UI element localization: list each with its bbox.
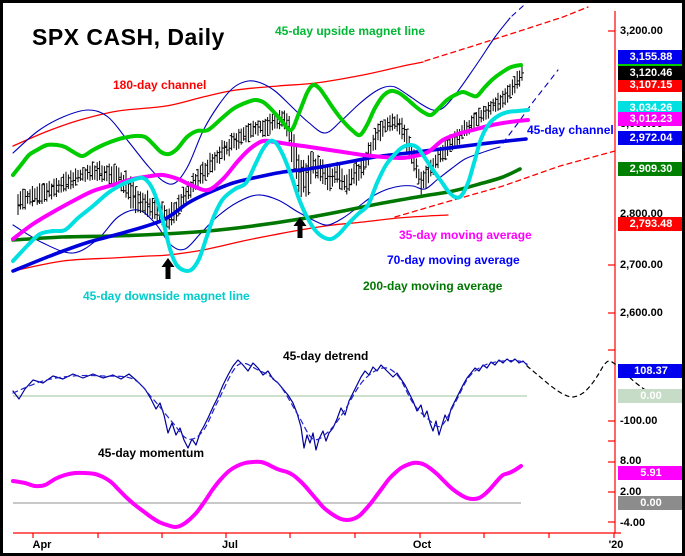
value-badge: 3,120.46 — [618, 66, 682, 80]
month-label: Apr — [32, 539, 52, 551]
downside-magnet-label: 45-day downside magnet line — [83, 289, 250, 303]
up-arrow — [293, 217, 307, 238]
channel-45-label: 45-day channel — [527, 123, 614, 137]
value-badge: 0.00 — [618, 496, 682, 510]
axis-label: -4.00 — [620, 517, 646, 529]
180-day-channel-lower-projected-line — [394, 150, 616, 218]
candlesticks — [17, 63, 524, 230]
channel-180-label: 180-day channel — [113, 78, 207, 92]
45-day-channel-lower-projected-line — [502, 69, 559, 144]
chart-title: SPX CASH, Daily — [32, 24, 225, 50]
180-day-channel-upper-projected-line — [424, 6, 589, 62]
ma-200-label: 200-day moving average — [363, 279, 503, 293]
value-badge: 2,793.48 — [618, 217, 682, 231]
value-badge: 3,107.15 — [618, 78, 682, 92]
180-day-channel-lower-line — [12, 214, 449, 272]
45-day-detrend-smoothed-line — [12, 359, 528, 441]
45-day-channel-upper-projected-line — [511, 3, 528, 17]
detrend-panel-title: 45-day detrend — [283, 349, 369, 363]
value-badge: 2,909.30 — [618, 162, 682, 176]
price-chart-canvas — [11, 3, 666, 538]
ma-70-label: 70-day moving average — [387, 253, 520, 267]
value-badge: 3,012.23 — [618, 112, 682, 126]
month-label: Oct — [412, 539, 432, 551]
value-badge: 3,034.26 — [618, 101, 682, 115]
45-day-detrend-line-line — [12, 358, 528, 451]
ma-35-label: 35-day moving average — [399, 228, 532, 242]
axis-label: -100.00 — [620, 415, 658, 427]
momentum-panel-title: 45-day momentum — [98, 446, 205, 460]
axis-label: 3,200.00 — [620, 25, 663, 37]
45-day-momentum-line-line — [11, 459, 523, 529]
45-day-upside-magnet-line — [11, 63, 523, 177]
axis-label: 2.00 — [620, 486, 642, 498]
value-badge: 3,155.88 — [618, 50, 682, 64]
value-badge: 5.91 — [618, 466, 682, 480]
value-badge: 0.00 — [618, 389, 682, 403]
axis-label: 8.00 — [620, 455, 642, 467]
month-label: Jul — [222, 539, 238, 551]
axis-label: 2,700.00 — [620, 259, 663, 271]
180-day-channel-upper-line — [12, 61, 424, 147]
value-badge: 108.37 — [618, 364, 682, 378]
upside-magnet-label: 45-day upside magnet line — [275, 24, 426, 38]
45-day-downside-magnet-line — [11, 108, 530, 274]
up-arrow — [161, 258, 175, 279]
value-badge: 2,972.04 — [618, 131, 682, 145]
month-label: '20 — [608, 539, 624, 551]
70-day-ma-line — [11, 137, 528, 273]
axis-label: 2,600.00 — [620, 307, 663, 319]
